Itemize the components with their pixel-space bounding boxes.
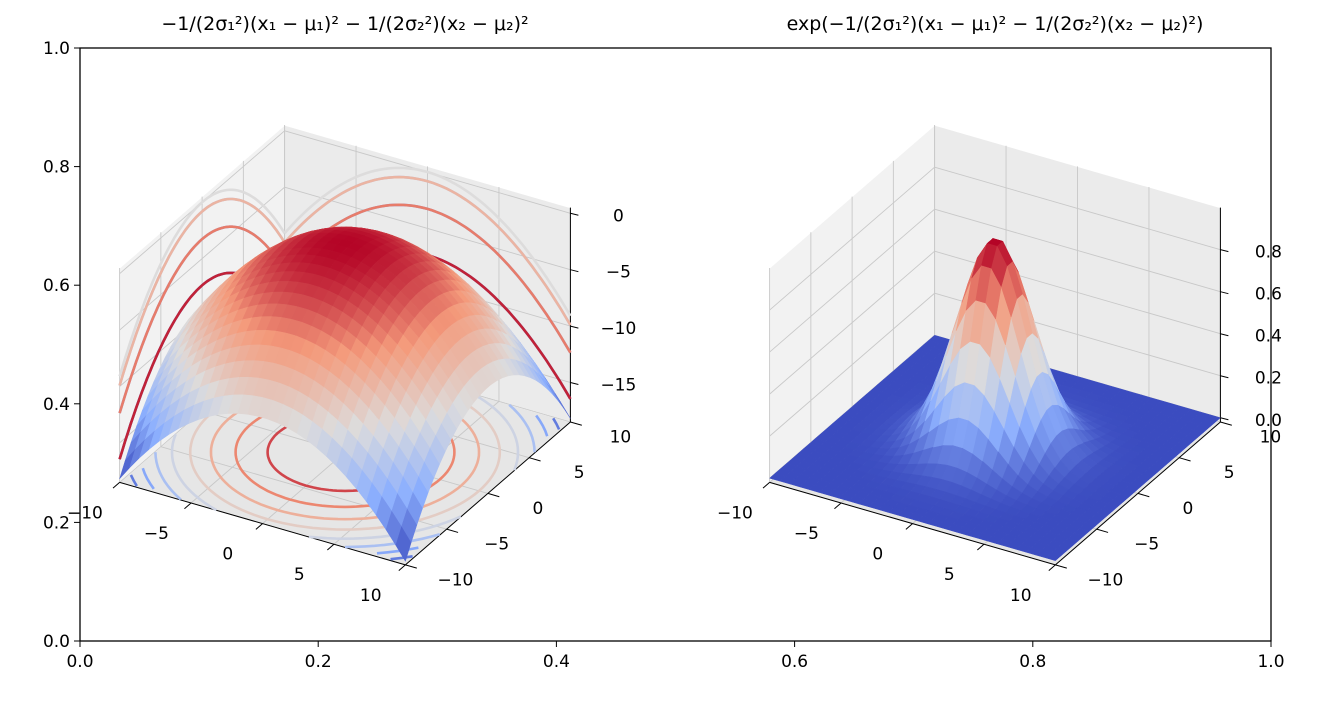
left-plot-title: −1/(2σ₁²)(x₁ − μ₁)² − 1/(2σ₂²)(x₂ − μ₂)² [161, 13, 528, 35]
y-tick-label: 5 [574, 463, 585, 483]
x-tick-label: 0 [872, 545, 883, 565]
outer-y-tick-label: 0.8 [43, 158, 70, 178]
outer-y-tick-label: 1.0 [43, 39, 70, 59]
x-tick-label: −10 [67, 503, 103, 523]
outer-y-tick-label: 0.2 [43, 513, 70, 533]
outer-y-tick-label: 0.4 [43, 395, 70, 415]
z-tick-label: 0.4 [1255, 327, 1282, 347]
outer-x-tick-label: 1.0 [1257, 652, 1284, 672]
y-tick-label: 5 [1224, 463, 1235, 483]
y-tick-label: −10 [437, 570, 473, 590]
z-tick-label: 0.0 [1255, 411, 1282, 431]
z-tick-label: −15 [600, 375, 636, 395]
right-plot-title: exp(−1/(2σ₁²)(x₁ − μ₁)² − 1/(2σ₂²)(x₂ − … [787, 13, 1204, 35]
z-tick-label: 0.2 [1255, 369, 1282, 389]
z-tick-label: 0.8 [1255, 243, 1282, 263]
outer-x-tick-label: 0.4 [543, 652, 570, 672]
y-tick-label: 0 [1182, 499, 1193, 519]
x-tick-label: 10 [1010, 586, 1032, 606]
z-tick-label: −10 [600, 319, 636, 339]
outer-x-tick-label: 0.6 [781, 652, 808, 672]
outer-y-tick-label: 0.6 [43, 276, 70, 296]
x-tick-label: −5 [144, 524, 169, 544]
y-tick-label: −10 [1087, 570, 1123, 590]
y-tick-label: −5 [484, 535, 509, 555]
outer-x-tick-label: 0.2 [305, 652, 332, 672]
x-tick-label: −5 [794, 524, 819, 544]
x-tick-label: 0 [222, 545, 233, 565]
y-tick-label: 10 [610, 427, 632, 447]
x-tick-label: 5 [944, 565, 955, 585]
z-tick-label: −5 [606, 263, 631, 283]
z-tick-label: 0.6 [1255, 285, 1282, 305]
outer-y-tick-label: 0.0 [43, 632, 70, 652]
outer-x-tick-label: 0.8 [1019, 652, 1046, 672]
x-tick-label: −10 [717, 503, 753, 523]
y-tick-label: −5 [1134, 535, 1159, 555]
y-tick-label: 0 [532, 499, 543, 519]
x-tick-label: 5 [294, 565, 305, 585]
x-tick-label: 10 [360, 586, 382, 606]
z-tick-label: 0 [613, 206, 624, 226]
outer-x-tick-label: 0.0 [66, 652, 93, 672]
